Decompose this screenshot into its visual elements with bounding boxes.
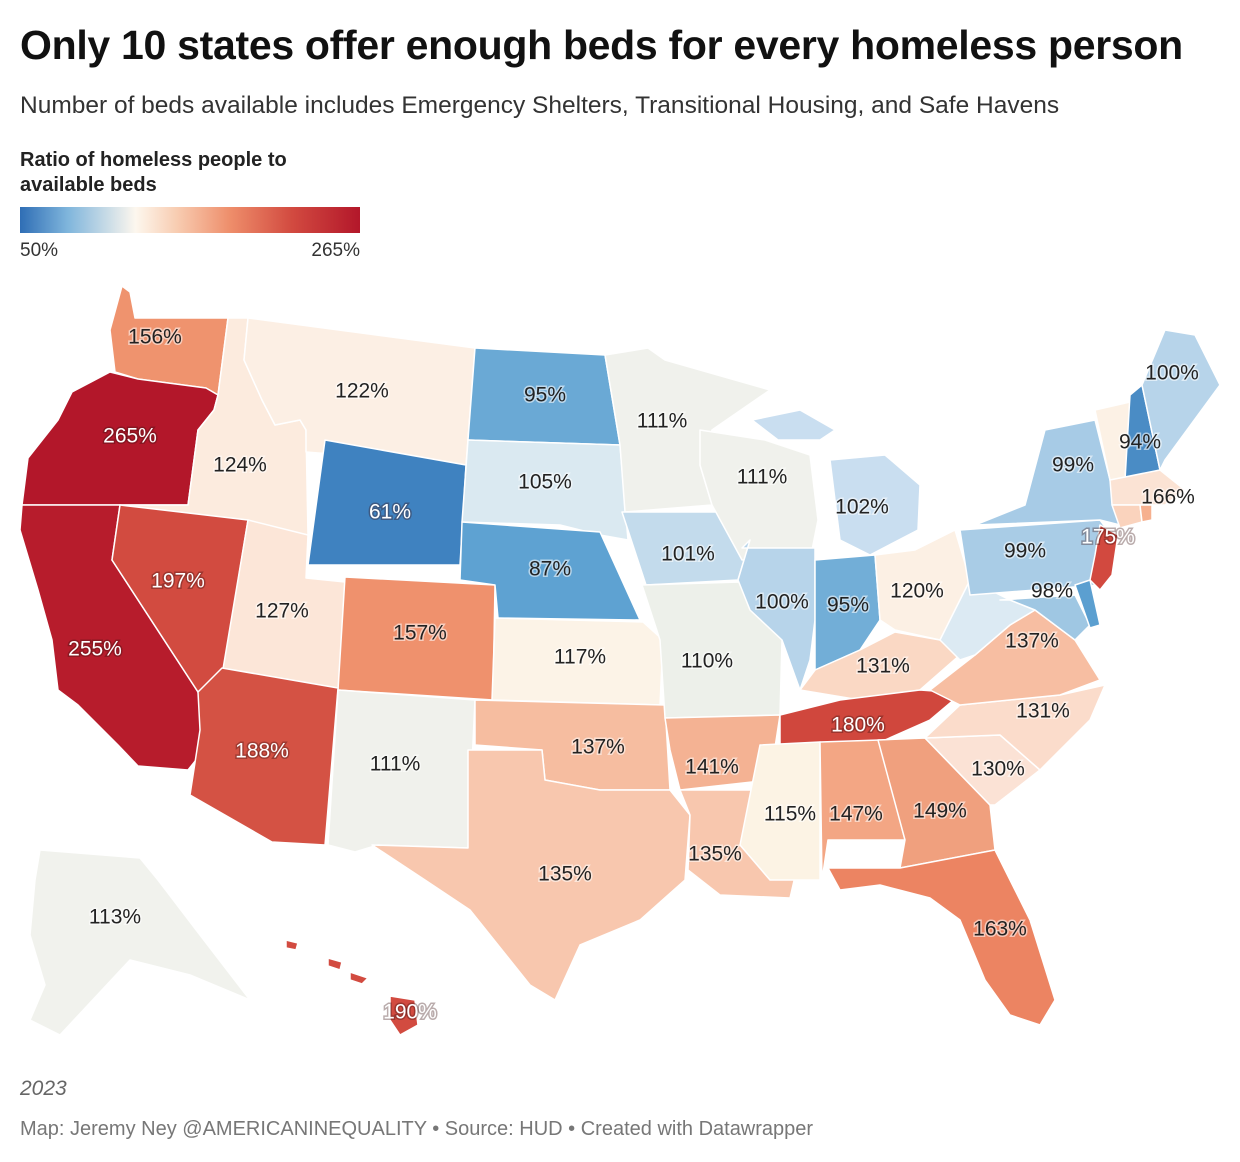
state-label-oh: 120% [890, 580, 944, 603]
state-label-hi: 190% [383, 1001, 437, 1024]
state-me [1141, 329, 1221, 471]
state-label-fl: 163% [973, 918, 1027, 941]
state-label-ia: 101% [661, 543, 715, 566]
state-label-nm: 111% [370, 753, 421, 776]
page-subtitle: Number of beds available includes Emerge… [20, 92, 1060, 119]
state-md [999, 594, 1091, 641]
state-label-wy: 61% [369, 501, 411, 524]
state-label-or: 265% [103, 425, 157, 448]
state-ak [29, 849, 251, 1036]
state-ms [739, 741, 821, 881]
state-label-nd: 95% [524, 384, 566, 407]
state-label-ky: 131% [856, 655, 910, 678]
state-label-va: 137% [1005, 630, 1059, 653]
state-label-id: 124% [213, 454, 267, 477]
state-label-az: 188% [235, 740, 289, 763]
state-label-al: 147% [829, 803, 883, 826]
state-label-sc: 130% [971, 758, 1025, 781]
state-ri [1139, 504, 1153, 523]
state-ma [1109, 469, 1186, 506]
state-label-ks: 117% [554, 646, 606, 669]
state-de [1074, 579, 1101, 629]
state-label-ak: 113% [89, 906, 141, 929]
state-label-ne: 87% [529, 558, 571, 581]
state-label-ut: 127% [255, 600, 309, 623]
state-label-ny: 99% [1052, 454, 1094, 477]
state-label-nj: 175% [1081, 526, 1135, 549]
legend-title: Ratio of homeless people to available be… [20, 149, 287, 196]
page-title: Only 10 states offer enough beds for eve… [20, 22, 1183, 68]
state-fl [827, 849, 1056, 1026]
state-label-pa: 99% [1004, 540, 1046, 563]
state-label-il: 100% [755, 591, 809, 614]
state-label-nh: 94% [1119, 431, 1161, 454]
state-ny [974, 419, 1121, 526]
legend-max-label: 265% [311, 240, 360, 261]
state-label-md: 98% [1031, 580, 1073, 603]
state-mi [751, 409, 921, 556]
us-states-map: 156% 265% 255% 124% 122% 197% 127% 61% 157% 188% 1… [19, 285, 1221, 1036]
state-nj [1089, 524, 1119, 591]
state-label-ma: 166% [1141, 486, 1195, 509]
state-al [819, 739, 906, 881]
footer-credit: Map: Jeremy Ney @AMERICANINEQUALITY • So… [20, 1118, 814, 1140]
state-label-co: 157% [393, 622, 447, 645]
state-label-la: 135% [688, 843, 742, 866]
state-label-mi: 102% [835, 496, 889, 519]
state-label-nv: 197% [151, 570, 205, 593]
state-label-sd: 105% [518, 471, 572, 494]
state-ar [664, 714, 781, 791]
state-label-nc: 131% [1016, 700, 1070, 723]
legend-gradient-bar [20, 207, 360, 233]
state-label-in: 95% [827, 594, 869, 617]
state-label-ar: 141% [685, 756, 739, 779]
state-label-wa: 156% [128, 326, 182, 349]
state-label-mo: 110% [681, 650, 733, 673]
state-label-tx: 135% [538, 863, 592, 886]
state-label-me: 100% [1145, 362, 1199, 385]
state-label-mn: 111% [637, 410, 688, 433]
state-tx [371, 749, 691, 1001]
state-label-ga: 149% [913, 800, 967, 823]
state-label-wi: 111% [737, 466, 788, 489]
state-label-ca: 255% [68, 638, 122, 661]
footer-year: 2023 [20, 1077, 67, 1100]
state-label-ok: 137% [571, 736, 625, 759]
state-label-ms: 115% [764, 803, 816, 826]
state-hi [285, 939, 419, 1036]
legend-min-label: 50% [20, 240, 59, 261]
state-label-tn: 180% [831, 714, 885, 737]
state-label-mt: 122% [335, 380, 389, 403]
